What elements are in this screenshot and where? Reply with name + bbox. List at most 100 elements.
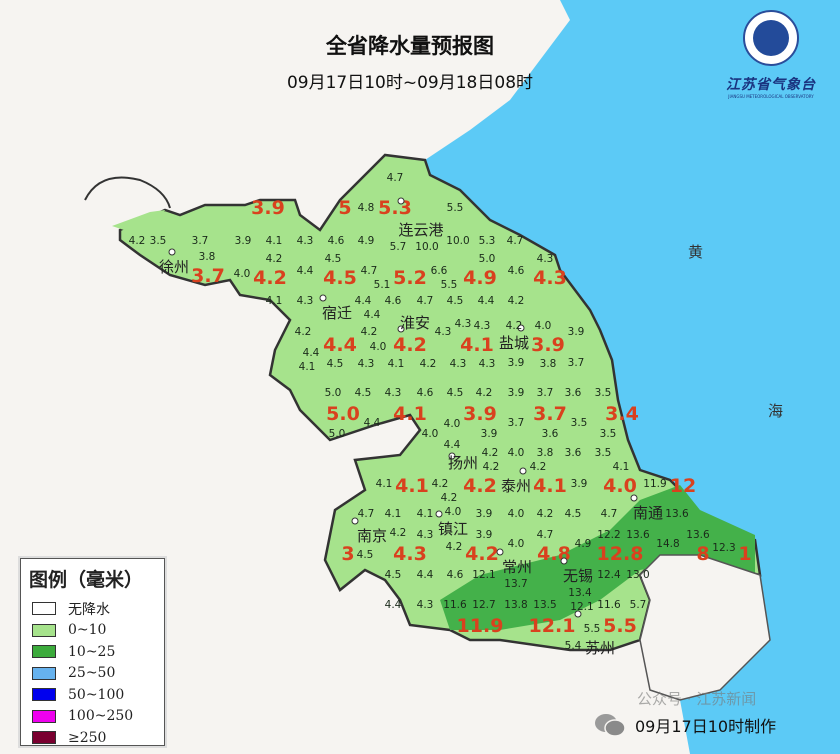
grid-value: 4.1 [385, 508, 402, 520]
city-marker-icon [517, 324, 525, 332]
legend-label: 25~50 [68, 665, 116, 682]
grid-value: 12.1 [472, 569, 495, 581]
grid-value: 4.2 [483, 461, 500, 473]
grid-value: 4.2 [537, 508, 554, 520]
city-name: 淮安 [400, 314, 430, 332]
logo-emblem-icon [743, 10, 799, 66]
grid-value: 4.7 [358, 508, 375, 520]
city-forecast-value: 3.9 [531, 334, 565, 356]
logo-name: 江苏省气象台 [726, 77, 816, 93]
northwest-border [84, 176, 171, 209]
grid-value: 4.5 [447, 387, 464, 399]
grid-value: 4.7 [361, 265, 378, 277]
city-marker-icon [319, 294, 327, 302]
city-forecast-value: 12.1 [529, 615, 576, 637]
legend-item: ≥250 [32, 727, 164, 749]
observatory-logo: 江苏省气象台 JIANGSU METEOROLOGICAL OBSERVATOR… [706, 10, 836, 99]
grid-value: 12.1 [570, 601, 593, 613]
map-subtitle: 09月17日10时~09月18日08时 [286, 73, 534, 93]
legend-swatch [32, 623, 56, 637]
grid-value: 3.5 [150, 235, 167, 247]
grid-value: 4.4 [303, 347, 320, 359]
legend-swatch [32, 688, 56, 702]
footer: 公众号 · 江苏新闻 09月17日10时制作 [593, 690, 776, 738]
sea-label-hai: 海 [768, 402, 783, 420]
grid-value: 4.4 [364, 417, 381, 429]
shanghai-area [639, 554, 771, 701]
grid-value: 3.8 [537, 447, 554, 459]
grid-value: 13.4 [568, 587, 592, 599]
grid-value: 12.4 [597, 569, 621, 581]
legend-label: 无降水 [68, 601, 110, 618]
legend-item: 100~250 [32, 706, 164, 728]
watermark: 公众号 · 江苏新闻 [637, 690, 757, 708]
grid-value: 4.6 [508, 265, 525, 277]
city-name: 连云港 [398, 221, 443, 239]
city-name: 南京 [357, 527, 387, 545]
grid-value: 3.5 [595, 387, 612, 399]
city-marker-icon [574, 610, 582, 618]
grid-value: 4.1 [388, 358, 405, 370]
grid-value: 4.1 [613, 461, 630, 473]
city-forecast-value: 12 [670, 475, 696, 497]
grid-value: 4.3 [435, 326, 452, 338]
grid-value: 10.0 [415, 241, 438, 253]
grid-value: 11.9 [643, 478, 666, 490]
grid-value: 4.9 [575, 538, 592, 550]
city-name: 泰州 [501, 477, 531, 495]
grid-values: 4.7 4.8 5.5 4.2 3.5 3.7 3.9 4.1 4.3 4.6 4.9 5.7 10.0… [129, 172, 736, 652]
grid-value: 4.0 [508, 538, 525, 550]
grid-value: 4.2 [508, 295, 525, 307]
grid-value: 5.5 [584, 623, 601, 635]
city-forecast-value: 12.8 [597, 543, 644, 565]
grid-value: 3.9 [571, 478, 588, 490]
grid-value: 4.0 [422, 428, 439, 440]
city-forecast-value: 4.4 [323, 334, 357, 356]
city-marker-icon [560, 557, 568, 565]
grid-value: 4.1 [376, 478, 393, 490]
city-marker-icon [351, 517, 359, 525]
city-name: 无锡 [563, 567, 593, 585]
grid-value: 3.7 [508, 417, 525, 429]
city-name: 扬州 [448, 454, 478, 472]
city-forecast-value: 3.9 [251, 197, 285, 219]
grid-value: 4.5 [355, 387, 372, 399]
grid-value: 3.9 [476, 529, 493, 541]
grid-value: 3.8 [199, 251, 216, 263]
city-forecast-value: 4.1 [533, 475, 567, 497]
grid-value: 12.3 [712, 542, 735, 554]
grid-value: 12.7 [472, 599, 495, 611]
city-marker-icon [397, 325, 405, 333]
city-name: 盐城 [499, 334, 529, 352]
city-forecast-value: 11.9 [457, 615, 504, 637]
grid-value: 4.8 [358, 202, 375, 214]
grid-value: 5.7 [390, 241, 407, 253]
grid-value: 5.0 [329, 428, 346, 440]
city-marker-icon [397, 197, 405, 205]
city-forecast-value: 4.2 [463, 475, 497, 497]
legend-item: 0~10 [32, 620, 164, 642]
grid-value: 4.3 [455, 318, 472, 330]
legend-item: 无降水 [32, 598, 164, 620]
grid-value: 5.3 [479, 235, 496, 247]
grid-value: 4.2 [129, 235, 146, 247]
grid-value: 4.6 [385, 295, 402, 307]
legend-item: 25~50 [32, 663, 164, 685]
grid-value: 4.0 [445, 506, 462, 518]
city-forecast-value: 4.9 [463, 267, 497, 289]
city-forecast-value: 4.1 [393, 403, 427, 425]
grid-value: 3.9 [508, 357, 525, 369]
grid-value: 3.9 [568, 326, 585, 338]
city-forecast-value: 4.3 [393, 543, 427, 565]
grid-value: 5.7 [630, 599, 647, 611]
grid-value: 4.7 [387, 172, 404, 184]
wechat-icon [595, 714, 626, 737]
legend-swatch [32, 709, 56, 723]
grid-value: 3.8 [540, 358, 557, 370]
grid-value: 3.6 [565, 447, 582, 459]
grid-value: 4.4 [364, 309, 381, 321]
city-marker-icon [496, 548, 504, 556]
grid-value: 6.6 [431, 265, 448, 277]
legend-label: 0~10 [68, 622, 107, 639]
